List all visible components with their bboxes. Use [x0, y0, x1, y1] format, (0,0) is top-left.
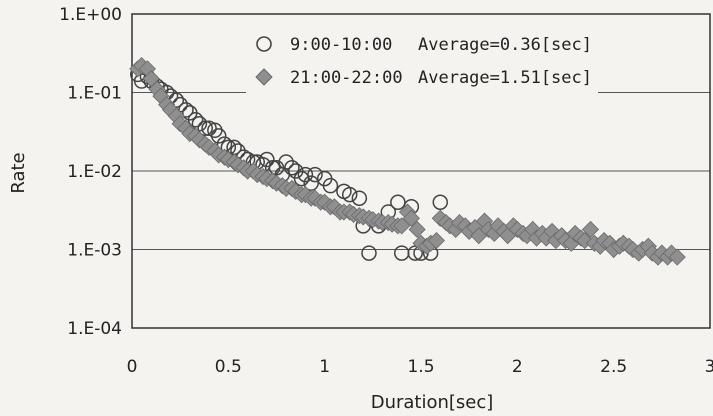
data-point-diamond [668, 248, 686, 266]
y-tick-label: 1.E-04 [67, 319, 122, 339]
y-tick-label: 1.E-01 [67, 84, 122, 104]
data-point-diamond [408, 220, 426, 239]
series-21-00-22-00-points [129, 57, 686, 266]
legend-series-2-name: 21:00-22:00 [290, 68, 403, 88]
data-point-circle [284, 160, 300, 176]
x-tick-label: 1 [319, 357, 330, 377]
x-tick-label: 2 [512, 357, 523, 377]
data-point-circle [432, 194, 449, 210]
x-tick-labels: 0 0.5 1 1.5 2 2.5 3 [127, 357, 713, 377]
data-point-diamond [581, 220, 600, 239]
data-point-circle [187, 111, 204, 128]
data-point-diamond [402, 209, 420, 227]
y-tick-label: 1.E-02 [67, 162, 122, 182]
data-point-circle [407, 245, 423, 261]
legend-box [246, 28, 598, 94]
data-point-circle [390, 194, 406, 210]
data-point-circle [197, 120, 213, 137]
x-tick-label: 0.5 [215, 357, 242, 377]
data-point-circle [259, 151, 275, 168]
data-point-diamond [393, 217, 411, 235]
legend: 9:00-10:00 Average=0.36[sec] 21:00-22:00… [246, 28, 598, 94]
legend-diamond-marker [255, 68, 273, 86]
legend-series-1-average: Average=0.36[sec] [418, 35, 592, 55]
data-point-diamond [427, 231, 445, 250]
y-tick-labels: 1.E+00 1.E-01 1.E-02 1.E-03 1.E-04 [59, 5, 122, 339]
data-point-circle [351, 190, 368, 206]
x-axis-title: Duration[sec] [371, 392, 494, 413]
data-point-circle [361, 245, 377, 261]
legend-series-2-average: Average=1.51[sec] [418, 68, 592, 88]
legend-circle-marker [256, 36, 272, 52]
data-point-circle [297, 166, 314, 183]
y-tick-label: 1.E+00 [59, 5, 122, 25]
legend-series-1-name: 9:00-10:00 [290, 35, 392, 55]
data-point-circle [278, 154, 294, 170]
data-point-circle [341, 186, 358, 203]
data-point-circle [322, 177, 339, 194]
y-tick-label: 1.E-03 [67, 241, 122, 261]
x-tick-label: 3 [705, 357, 713, 377]
plot-frame [131, 13, 711, 329]
y-axis-title: Rate [8, 152, 29, 193]
data-point-circle [307, 166, 323, 183]
x-tick-label: 0 [127, 357, 138, 377]
data-point-circle [210, 128, 227, 144]
x-tick-label: 2.5 [600, 357, 627, 377]
x-tick-label: 1.5 [407, 357, 434, 377]
